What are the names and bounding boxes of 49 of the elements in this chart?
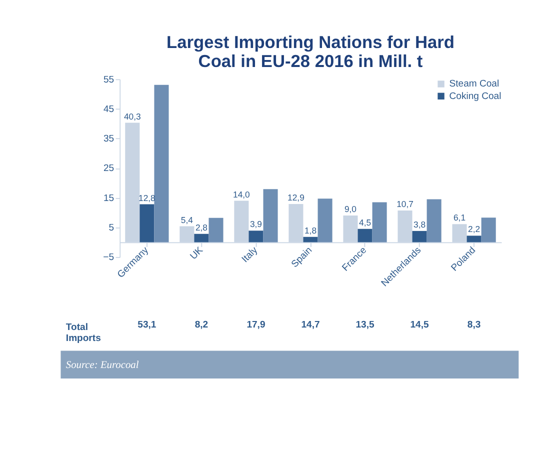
- data-label: 2,8: [195, 222, 208, 232]
- y-tick-label: 45: [103, 104, 114, 115]
- data-label: 3,8: [414, 219, 426, 230]
- bar: [358, 228, 372, 242]
- y-tick-label: 25: [103, 163, 114, 174]
- text: Largest Importing Nations for Hard: [166, 32, 454, 52]
- data-label: 13,5: [356, 319, 375, 330]
- bar: [372, 202, 387, 242]
- data-label: 9,0: [344, 204, 357, 214]
- data-label: 12,9: [288, 192, 305, 203]
- data-label: 5,4: [180, 214, 194, 225]
- y-tick-label: 15: [103, 192, 114, 204]
- bar: [263, 189, 278, 242]
- bar: [318, 198, 332, 242]
- bar: [303, 236, 318, 242]
- y-tick-label: 5: [108, 222, 114, 234]
- bar: [140, 204, 154, 242]
- y-tick-label: −5: [103, 252, 114, 264]
- data-label: 40,3: [124, 111, 142, 122]
- data-label: 14,5: [410, 319, 430, 330]
- bar: [154, 84, 169, 242]
- data-label: 14,0: [233, 189, 250, 200]
- x-tick-label: Italy: [240, 244, 260, 266]
- bar: [412, 230, 427, 242]
- y-tick-label: 35: [103, 134, 114, 145]
- legend-label: Coking Coal: [449, 90, 502, 102]
- data-label: 6,1: [453, 212, 466, 223]
- bar: [466, 236, 482, 242]
- data-label: 8,3: [467, 319, 481, 330]
- y-tick-label: 55: [103, 74, 114, 86]
- bar: [426, 199, 442, 242]
- data-label: 53,1: [138, 319, 157, 330]
- data-label: 10,7: [396, 199, 414, 210]
- data-label: 4,5: [358, 217, 372, 228]
- data-label: 17,9: [246, 319, 266, 330]
- x-tick-label: UK: [188, 244, 206, 262]
- bar: [248, 230, 264, 242]
- text: Coal in EU-28 2016 in Mill. t: [198, 51, 423, 72]
- bar: [208, 218, 224, 242]
- data-label: 3,9: [250, 219, 262, 230]
- source-note: Source: Eurocoal: [66, 360, 139, 372]
- data-label: 1,8: [304, 225, 317, 236]
- text: Total Imports: [66, 322, 101, 344]
- data-label: 2,2: [468, 224, 480, 234]
- bar: [481, 218, 496, 242]
- data-label: 8,2: [194, 319, 208, 330]
- data-label: 14,7: [301, 319, 320, 330]
- legend-label: Steam Coal: [449, 78, 500, 90]
- bar: [194, 234, 209, 242]
